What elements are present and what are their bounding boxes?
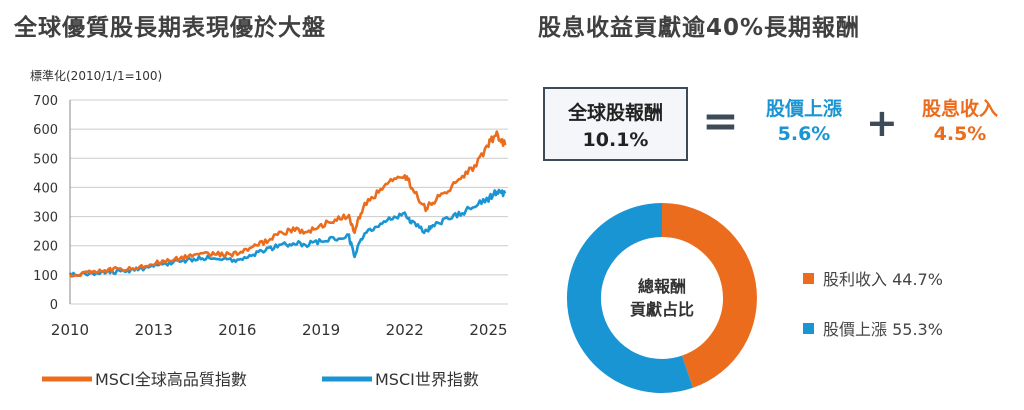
x-tick-2025: 2025	[469, 321, 507, 339]
price-gain-block: 股價上漲 5.6%	[752, 97, 856, 147]
x-tick-2019: 2019	[302, 321, 340, 339]
donut-legend-dividend-label: 股利收入 44.7%	[823, 270, 943, 289]
x-tick-2010: 2010	[51, 321, 89, 339]
total-return-label: 全球股報酬	[567, 102, 663, 124]
donut-slice-price	[566, 203, 694, 393]
donut-chart	[566, 203, 757, 393]
legend-label-world: MSCI世界指數	[375, 370, 479, 389]
dividend-income-value: 4.5%	[933, 123, 987, 145]
dividend-income-block: 股息收入 4.5%	[908, 97, 1012, 147]
price-gain-value: 5.6%	[777, 123, 831, 145]
chart-lines	[68, 130, 507, 278]
equals-sign: =	[702, 96, 739, 147]
legend-swatch-dividend	[803, 273, 814, 284]
right-panel-title: 股息收益貢獻逾40%長期報酬	[538, 15, 861, 41]
donut-legend-price: 股價上漲 55.3%	[803, 316, 943, 340]
donut-legend-dividend: 股利收入 44.7%	[803, 266, 943, 290]
price-gain-label: 股價上漲	[765, 98, 842, 120]
x-tick-2013: 2013	[135, 321, 173, 339]
total-return-value: 10.1%	[582, 129, 649, 151]
legend-swatch-price	[803, 323, 814, 334]
series-line-quality	[68, 130, 507, 278]
chart-legend: MSCI全球高品質指數 MSCI世界指數	[42, 370, 479, 389]
x-tick-2016: 2016	[218, 321, 256, 339]
donut-center-line-1: 總報酬	[637, 277, 686, 296]
y-tick-500: 500	[33, 152, 58, 167]
donut-slice-dividend	[661, 203, 757, 388]
y-tick-300: 300	[33, 211, 58, 226]
donut-legend-price-label: 股價上漲 55.3%	[823, 320, 943, 339]
y-axis-caption: 標準化(2010/1/1=100)	[30, 68, 162, 83]
y-tick-0: 0	[50, 298, 58, 313]
dividend-income-label: 股息收入	[921, 98, 998, 120]
plus-sign: +	[866, 101, 898, 145]
left-chart-title: 全球優質股長期表現優於大盤	[14, 15, 326, 41]
donut-center-line-2: 貢獻占比	[629, 300, 694, 319]
y-tick-200: 200	[33, 240, 58, 255]
y-tick-100: 100	[33, 269, 58, 284]
legend-label-quality: MSCI全球高品質指數	[95, 370, 247, 389]
donut-center-text: 總報酬 貢獻占比	[602, 275, 722, 321]
y-tick-600: 600	[33, 123, 58, 138]
chart-grid	[70, 99, 508, 305]
y-tick-700: 700	[33, 94, 58, 109]
x-tick-2022: 2022	[386, 321, 424, 339]
chart-axes: 標準化(2010/1/1=100) 0 100 200 300 400 500 600 700 2…	[30, 68, 508, 339]
total-return-box: 全球股報酬 10.1%	[543, 87, 688, 161]
y-tick-400: 400	[33, 181, 58, 196]
